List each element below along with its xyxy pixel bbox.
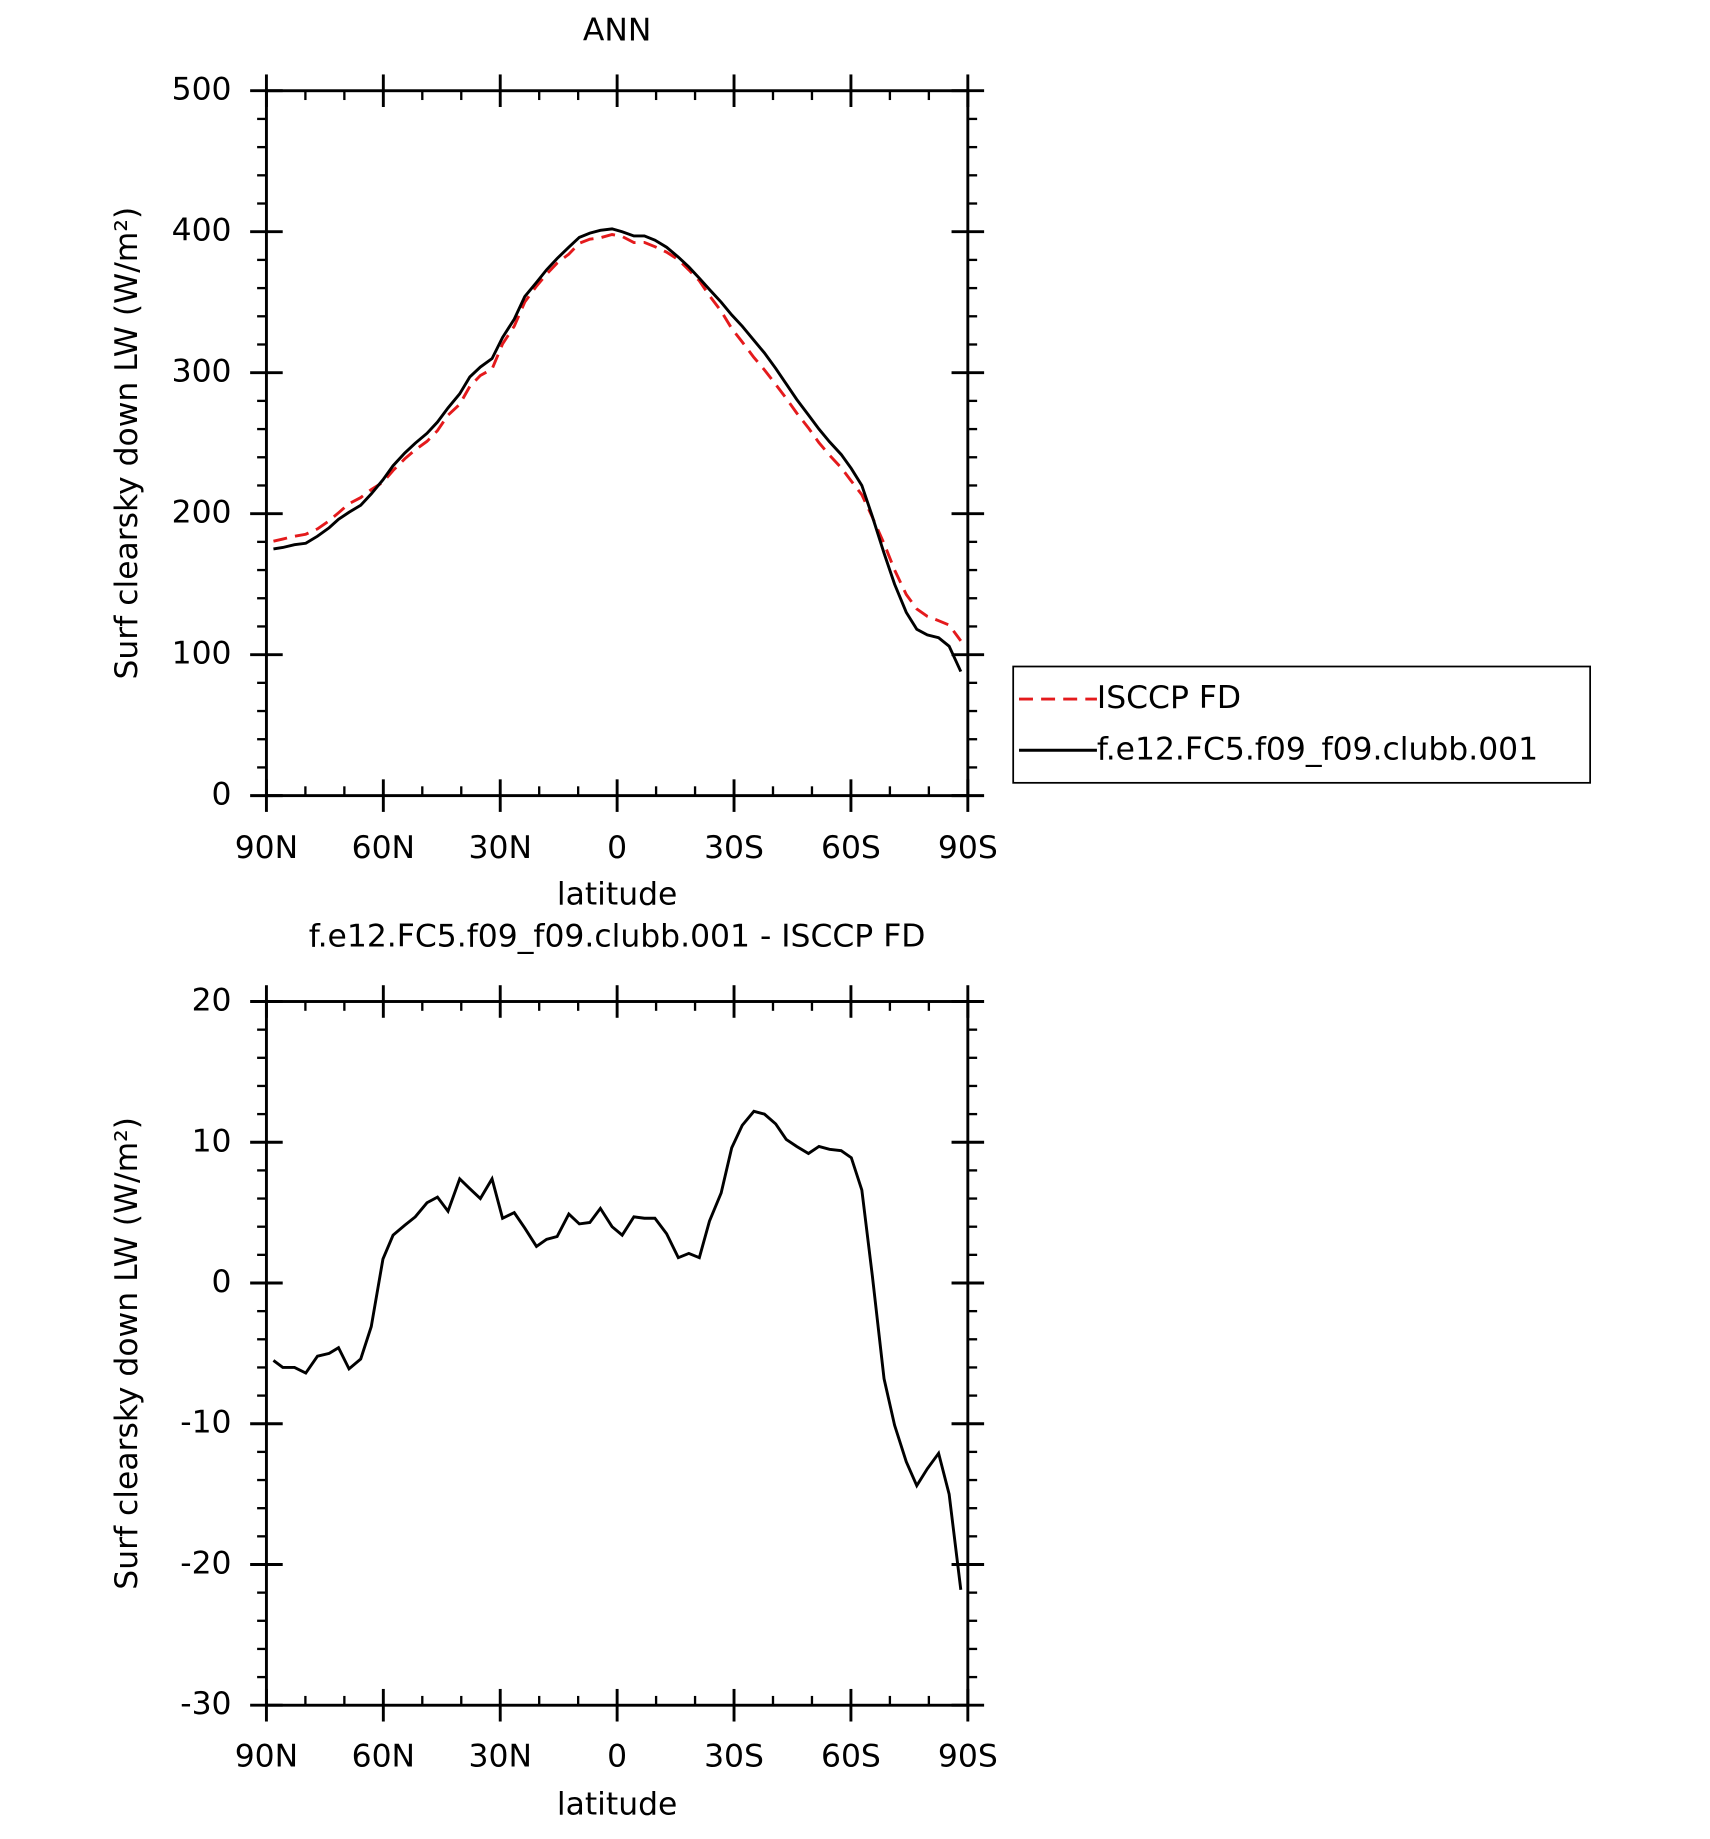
x-tick-label: 90S xyxy=(938,830,998,866)
y-tick-label: 20 xyxy=(192,983,232,1019)
legend-label: f.e12.FC5.f09_f09.clubb.001 xyxy=(1097,731,1538,767)
y-tick-label: 200 xyxy=(172,495,232,531)
y-tick-label: 0 xyxy=(212,1264,232,1300)
x-axis-label: latitude xyxy=(557,1786,677,1822)
chart-title: ANN xyxy=(583,12,651,48)
y-tick-label: -10 xyxy=(180,1405,231,1441)
x-tick-label: 60S xyxy=(821,830,881,866)
x-tick-label: 90S xyxy=(938,1739,998,1775)
chart-title: f.e12.FC5.f09_f09.clubb.001 - ISCCP FD xyxy=(309,919,926,955)
x-tick-label: 30S xyxy=(704,830,764,866)
y-tick-label: -20 xyxy=(180,1545,231,1581)
y-tick-label: -30 xyxy=(180,1686,231,1722)
x-axis-label: latitude xyxy=(557,877,677,913)
x-tick-label: 60N xyxy=(352,1739,415,1775)
legend-box xyxy=(1012,665,1592,784)
x-tick-label: 30N xyxy=(469,1739,532,1775)
x-tick-label: 30N xyxy=(469,830,532,866)
x-tick-label: 0 xyxy=(607,1739,627,1775)
series-line xyxy=(273,227,963,673)
x-tick-label: 60S xyxy=(821,1739,881,1775)
x-tick-label: 0 xyxy=(607,830,627,866)
plot-frame xyxy=(264,89,970,798)
x-tick-label: 30S xyxy=(704,1739,764,1775)
y-tick-label: 10 xyxy=(192,1123,232,1159)
y-tick-label: 0 xyxy=(212,777,232,813)
x-tick-label: 60N xyxy=(352,830,415,866)
plot-frame xyxy=(264,1000,970,1707)
y-axis-label: Surf clearsky down LW (W/m²) xyxy=(109,1117,145,1590)
y-tick-label: 400 xyxy=(172,213,232,249)
x-tick-label: 90N xyxy=(235,1739,298,1775)
y-tick-label: 500 xyxy=(172,72,232,108)
x-tick-label: 90N xyxy=(235,830,298,866)
y-tick-label: 100 xyxy=(172,636,232,672)
series-line xyxy=(273,233,962,642)
y-tick-label: 300 xyxy=(172,354,232,390)
legend-label: ISCCP FD xyxy=(1097,680,1241,716)
y-axis-label: Surf clearsky down LW (W/m²) xyxy=(109,207,145,680)
series-line xyxy=(272,1109,963,1590)
